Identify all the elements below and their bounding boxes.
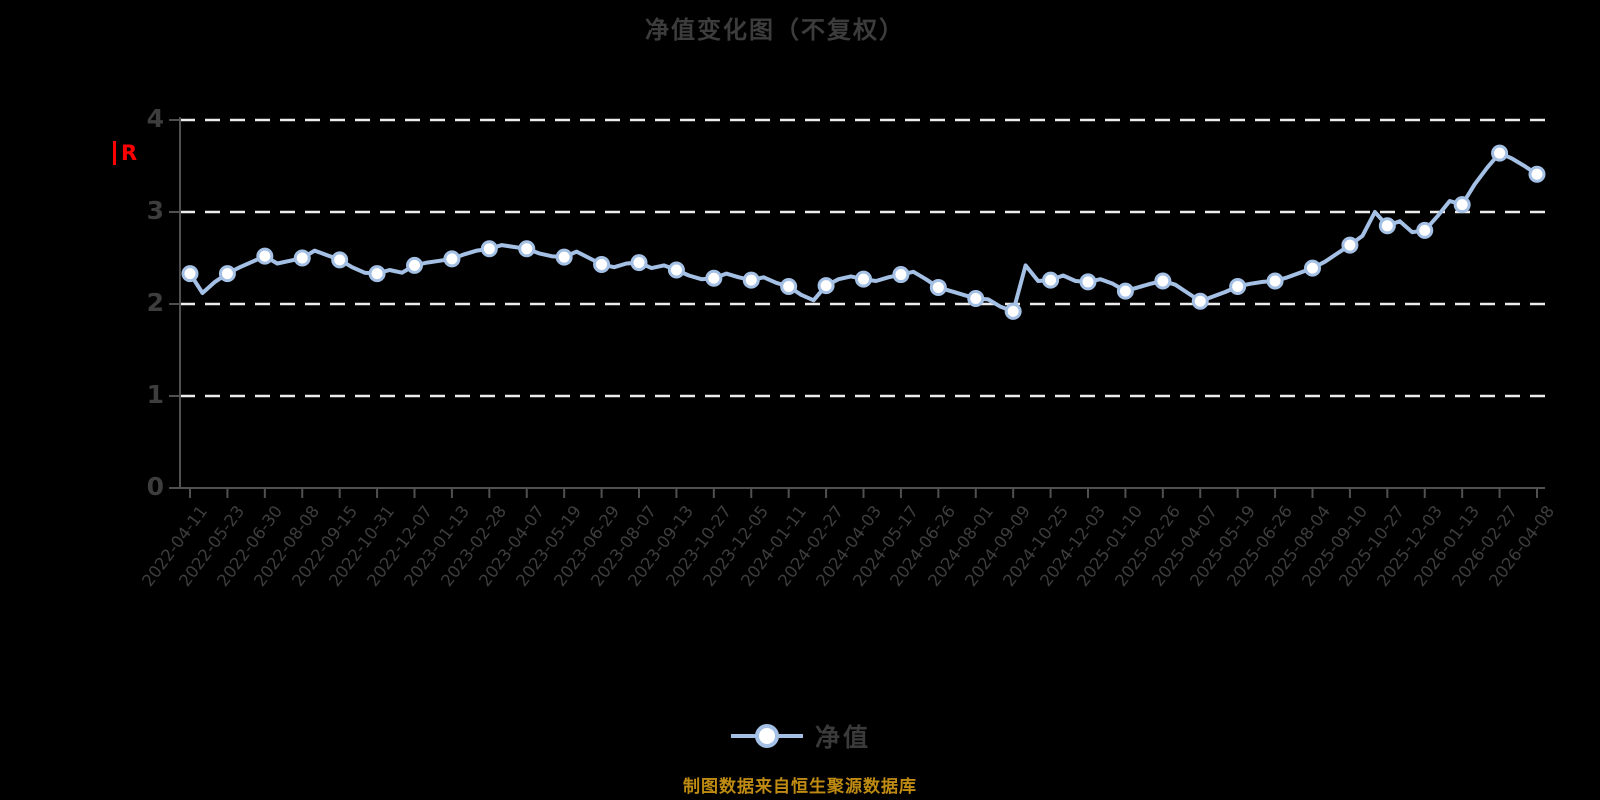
y-axis-tick-label: 1 (146, 380, 164, 409)
data-point-marker (368, 265, 386, 283)
data-point-marker (929, 278, 947, 296)
data-point-marker (780, 278, 798, 296)
data-point-marker (1378, 217, 1396, 235)
y-axis-tick-label: 0 (146, 472, 164, 501)
y-axis-unit-label: R (113, 141, 137, 165)
data-point-marker (1491, 144, 1509, 162)
data-point-marker (1416, 221, 1434, 239)
data-point-marker (518, 240, 536, 258)
legend-marker-icon (730, 724, 803, 748)
legend: 净值 (0, 718, 1600, 754)
data-point-marker (667, 261, 685, 279)
y-axis-tick-label: 4 (146, 104, 164, 133)
data-point-marker (855, 270, 872, 288)
data-point-marker (742, 271, 760, 289)
data-point-marker (1191, 292, 1209, 310)
data-point-marker (1154, 272, 1172, 290)
data-point-marker (1004, 302, 1022, 320)
data-point-marker (1453, 196, 1471, 214)
data-point-marker (1304, 259, 1321, 277)
legend-label: 净值 (814, 723, 871, 752)
data-point-marker (181, 265, 199, 283)
y-axis-tick-label: 3 (146, 196, 164, 225)
data-point-marker (555, 248, 573, 266)
data-point-marker (705, 269, 723, 287)
data-point-marker (1116, 282, 1134, 300)
data-point-marker (1229, 278, 1247, 296)
data-point-marker (443, 250, 461, 268)
chart-title: 净值变化图（不复权） (645, 16, 905, 44)
data-point-marker (256, 247, 274, 265)
data-point-marker (630, 254, 648, 272)
data-point-marker (1341, 236, 1359, 254)
data-point-marker (967, 289, 985, 307)
data-point-marker (480, 240, 498, 258)
data-point-marker (1042, 271, 1060, 289)
data-point-marker (331, 251, 349, 269)
data-point-marker (892, 266, 910, 284)
data-point-marker (593, 255, 611, 273)
data-point-marker (293, 249, 311, 267)
data-point-marker (406, 256, 423, 274)
data-point-marker (1079, 273, 1097, 291)
data-source-note: 制图数据来自恒生聚源数据库 (683, 777, 917, 797)
data-point-marker (817, 277, 835, 295)
y-axis-tick-label: 2 (146, 288, 164, 317)
data-point-marker (1266, 272, 1284, 290)
data-point-marker (1528, 165, 1546, 183)
data-point-marker (218, 265, 236, 283)
